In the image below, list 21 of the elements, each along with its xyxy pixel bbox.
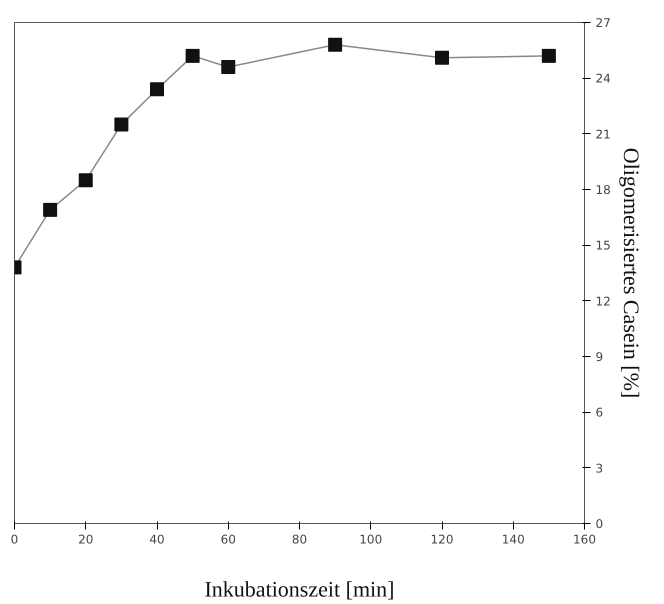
y-tick-label: 0 xyxy=(596,517,604,531)
x-tick-label: 140 xyxy=(502,532,525,546)
y-tick-label: 3 xyxy=(596,461,604,476)
x-tick-label: 100 xyxy=(359,532,382,546)
x-tick-label: 0 xyxy=(10,532,18,546)
y-tick-label: 15 xyxy=(596,238,611,253)
x-tick-label: 40 xyxy=(149,532,165,546)
y-tick-label: 24 xyxy=(596,72,611,86)
y-tick-label: 27 xyxy=(596,16,611,30)
y-tick-label: 21 xyxy=(596,127,611,142)
y-axis-title: Oligomerisiertes Casein [%] xyxy=(618,148,644,398)
y-tick-label: 18 xyxy=(596,183,611,197)
x-tick-label: 120 xyxy=(430,532,454,546)
x-tick-label: 80 xyxy=(292,532,308,546)
x-tick-label: 160 xyxy=(573,532,596,546)
x-tick-label: 60 xyxy=(220,532,236,546)
y-tick-label: 6 xyxy=(596,406,604,420)
x-axis-title: Inkubationszeit [min] xyxy=(204,576,395,602)
x-tick-label: 20 xyxy=(78,532,94,546)
y-tick-label: 12 xyxy=(596,294,611,308)
y-tick-label: 9 xyxy=(596,350,604,364)
